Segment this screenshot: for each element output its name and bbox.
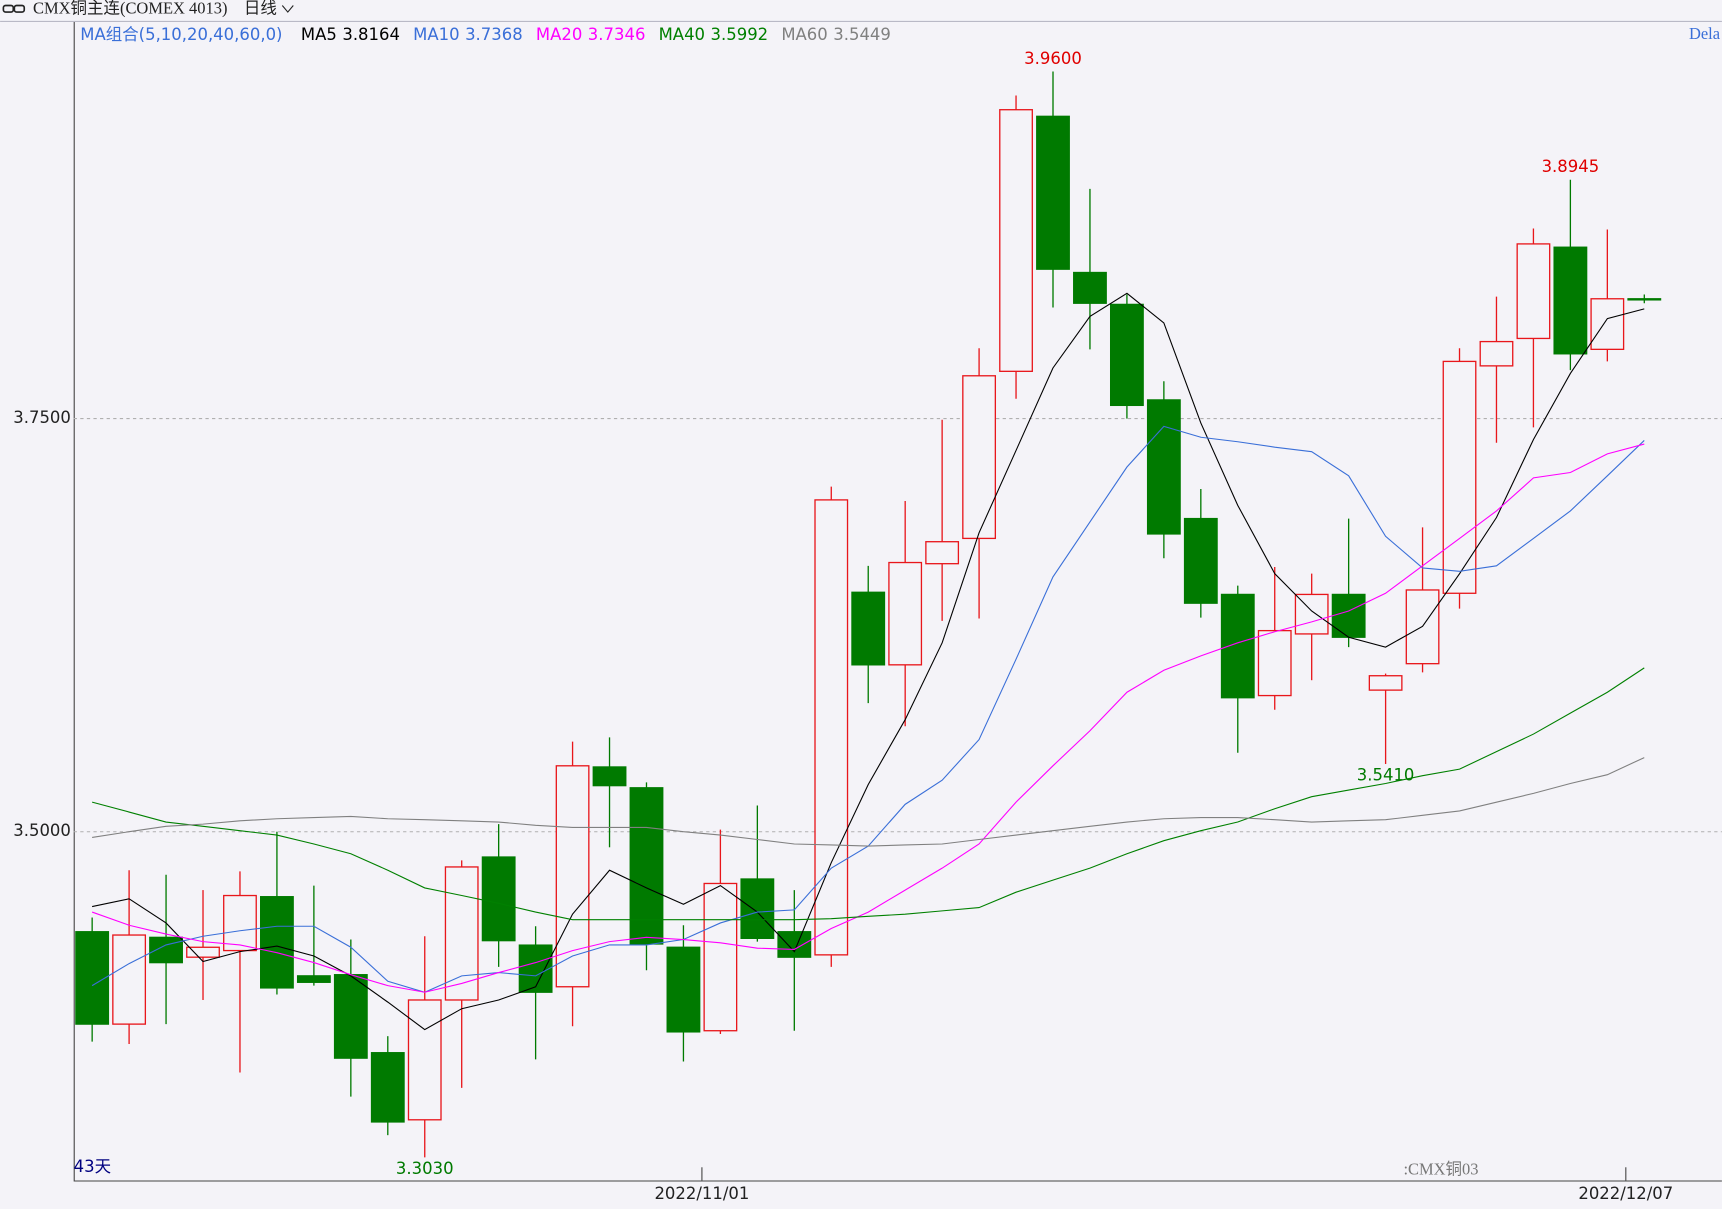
candle-body (518, 944, 553, 993)
candle-body (740, 878, 775, 939)
candle-body (1036, 115, 1070, 270)
extreme-label: 3.3030 (396, 1159, 454, 1178)
x-tick-label: 2022/11/01 (654, 1184, 749, 1203)
candle-body (703, 882, 738, 1032)
ma-line (91, 667, 1645, 921)
candle-body (814, 499, 849, 956)
chart-title: CMX铜主连(COMEX 4013) (33, 0, 227, 18)
y-tick-label: 3.7500 (13, 408, 71, 427)
candle-body (1405, 589, 1440, 665)
legend-name: MA20 (536, 25, 582, 44)
candle-body (1331, 593, 1366, 638)
bar-count-label: 43天 (74, 1157, 111, 1176)
candle-body (925, 541, 960, 565)
ma-selector[interactable]: MA组合(5,10,20,40,60,0) (80, 25, 282, 44)
y-tick-label: 3.5000 (13, 821, 71, 840)
candle-body (629, 787, 664, 945)
candle-body (1109, 303, 1144, 407)
legend-name: MA5 (301, 25, 337, 44)
candle-body (112, 934, 147, 1025)
candle-body (370, 1052, 405, 1123)
candle-body (296, 975, 331, 983)
candle-body (1294, 593, 1329, 635)
candle-body (666, 946, 701, 1033)
legend-value: 3.7368 (465, 25, 523, 44)
candle-body (1590, 298, 1625, 351)
candle-body (777, 931, 812, 958)
candle-body (1479, 340, 1514, 367)
candle-body (186, 946, 220, 958)
candle-body (75, 931, 110, 1025)
corner-label: Dela (1689, 24, 1721, 43)
candle-body (592, 766, 627, 787)
candle-body (1073, 271, 1107, 304)
period-selector[interactable]: 日线 (244, 0, 277, 17)
x-tick-label: 2022/12/07 (1578, 1184, 1673, 1203)
period-chevron[interactable] (281, 5, 294, 13)
legend-value: 3.7346 (588, 25, 646, 44)
legend-value: 3.8164 (342, 25, 400, 44)
candle-body (333, 974, 368, 1059)
candle-body (1146, 399, 1181, 535)
source-label: :CMX铜03 (1403, 1159, 1478, 1178)
candle-body (1627, 298, 1662, 301)
ma-line (91, 443, 1645, 993)
candle-body (407, 999, 442, 1121)
candle-body (1183, 517, 1218, 604)
extreme-label: 3.8945 (1542, 157, 1600, 176)
legend: MA组合(5,10,20,40,60,0) MA5 3.8164 MA10 3.736… (80, 25, 891, 44)
candle-body (481, 856, 516, 942)
candle-body (223, 894, 257, 952)
candle-body (888, 561, 923, 666)
candle-body (1257, 629, 1292, 697)
ma-line (92, 292, 1645, 1031)
legend-name: MA40 (659, 25, 705, 44)
extreme-label: 3.5410 (1357, 766, 1415, 785)
link-icon (2, 4, 26, 13)
candle-body (260, 896, 294, 989)
candle-body (962, 375, 997, 540)
candle-body (149, 936, 183, 964)
candle-body (555, 765, 590, 988)
candle-body (1516, 243, 1551, 340)
candle-body (999, 109, 1033, 372)
candle-body (1368, 675, 1403, 691)
extreme-label: 3.9600 (1024, 49, 1082, 68)
candle-body (1442, 360, 1477, 594)
candle-body (1553, 246, 1588, 355)
legend-name: MA10 (413, 25, 459, 44)
ma-line (92, 757, 1645, 847)
candle-body (1220, 593, 1255, 699)
legend-value: 3.5449 (833, 25, 891, 44)
candle-body (851, 591, 886, 666)
candle-body (444, 866, 479, 1001)
legend-name: MA60 (781, 25, 827, 44)
legend-value: 3.5992 (711, 25, 769, 44)
